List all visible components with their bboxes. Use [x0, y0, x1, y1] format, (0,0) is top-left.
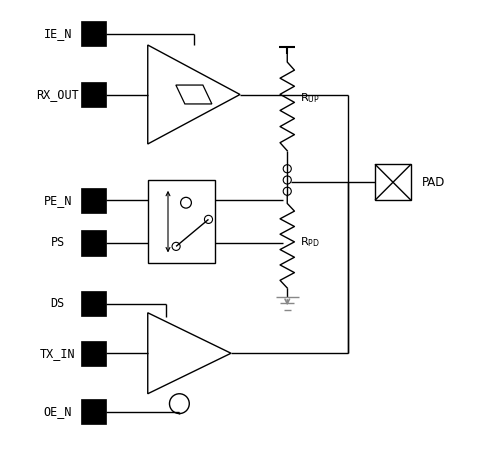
Text: DS: DS [50, 297, 65, 310]
Text: PS: PS [50, 237, 65, 249]
Polygon shape [81, 291, 107, 316]
Polygon shape [81, 230, 107, 256]
Polygon shape [148, 313, 231, 394]
Text: TX_IN: TX_IN [40, 347, 75, 360]
Text: PAD: PAD [422, 176, 445, 189]
Polygon shape [81, 399, 107, 424]
Text: RX_OUT: RX_OUT [36, 88, 79, 101]
Polygon shape [148, 45, 240, 144]
Text: OE_N: OE_N [44, 405, 72, 418]
Text: IE_N: IE_N [44, 27, 72, 40]
Polygon shape [81, 341, 107, 366]
Polygon shape [81, 21, 107, 46]
Polygon shape [81, 82, 107, 107]
Polygon shape [375, 164, 411, 200]
Polygon shape [176, 85, 212, 104]
Text: R$_{\rm UP}$: R$_{\rm UP}$ [300, 91, 320, 105]
Text: R$_{\rm PD}$: R$_{\rm PD}$ [300, 235, 320, 249]
Polygon shape [81, 188, 107, 213]
Text: PE_N: PE_N [44, 194, 72, 207]
Polygon shape [148, 180, 215, 263]
